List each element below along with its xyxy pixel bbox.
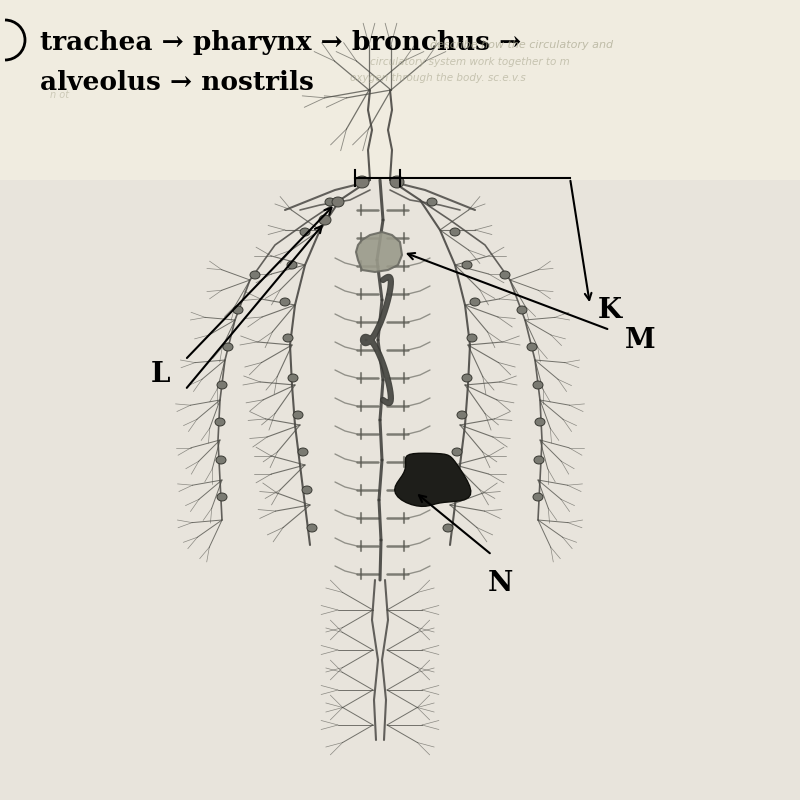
- Text: M: M: [625, 326, 656, 354]
- Ellipse shape: [223, 343, 233, 351]
- Text: L: L: [150, 362, 170, 389]
- Text: trachea → pharynx → bronchus →: trachea → pharynx → bronchus →: [40, 30, 522, 55]
- Ellipse shape: [319, 215, 331, 225]
- Ellipse shape: [527, 343, 537, 351]
- Ellipse shape: [390, 176, 404, 188]
- Ellipse shape: [467, 334, 477, 342]
- Text: alveolus → nostrils: alveolus → nostrils: [40, 70, 314, 95]
- Ellipse shape: [462, 374, 472, 382]
- Ellipse shape: [450, 228, 460, 236]
- Ellipse shape: [325, 198, 335, 206]
- FancyBboxPatch shape: [0, 0, 800, 180]
- Ellipse shape: [283, 334, 293, 342]
- Ellipse shape: [298, 448, 308, 456]
- Ellipse shape: [300, 228, 310, 236]
- Text: circulatory system work together to m: circulatory system work together to m: [370, 57, 570, 67]
- Text: describe how the circulatory and: describe how the circulatory and: [430, 40, 613, 50]
- Ellipse shape: [217, 381, 227, 389]
- Ellipse shape: [233, 306, 243, 314]
- Text: n ot: n ot: [50, 90, 69, 100]
- Ellipse shape: [462, 261, 472, 269]
- Ellipse shape: [293, 411, 303, 419]
- Ellipse shape: [217, 493, 227, 501]
- Polygon shape: [356, 232, 402, 272]
- Ellipse shape: [250, 271, 260, 279]
- Text: K: K: [598, 297, 622, 323]
- Ellipse shape: [448, 486, 458, 494]
- Text: oxygen through the body. sc.e.v.s: oxygen through the body. sc.e.v.s: [350, 73, 526, 83]
- Ellipse shape: [534, 456, 544, 464]
- Ellipse shape: [355, 176, 369, 188]
- Ellipse shape: [280, 298, 290, 306]
- Ellipse shape: [288, 374, 298, 382]
- Ellipse shape: [216, 456, 226, 464]
- Ellipse shape: [302, 486, 312, 494]
- Ellipse shape: [307, 524, 317, 532]
- Ellipse shape: [443, 524, 453, 532]
- Ellipse shape: [215, 418, 225, 426]
- Ellipse shape: [470, 298, 480, 306]
- Ellipse shape: [427, 198, 437, 206]
- Text: N: N: [487, 570, 513, 597]
- Ellipse shape: [452, 448, 462, 456]
- Ellipse shape: [533, 493, 543, 501]
- Ellipse shape: [457, 411, 467, 419]
- Ellipse shape: [535, 418, 545, 426]
- Polygon shape: [394, 454, 471, 506]
- Ellipse shape: [332, 197, 344, 207]
- Ellipse shape: [533, 381, 543, 389]
- Ellipse shape: [517, 306, 527, 314]
- Ellipse shape: [500, 271, 510, 279]
- Ellipse shape: [287, 261, 297, 269]
